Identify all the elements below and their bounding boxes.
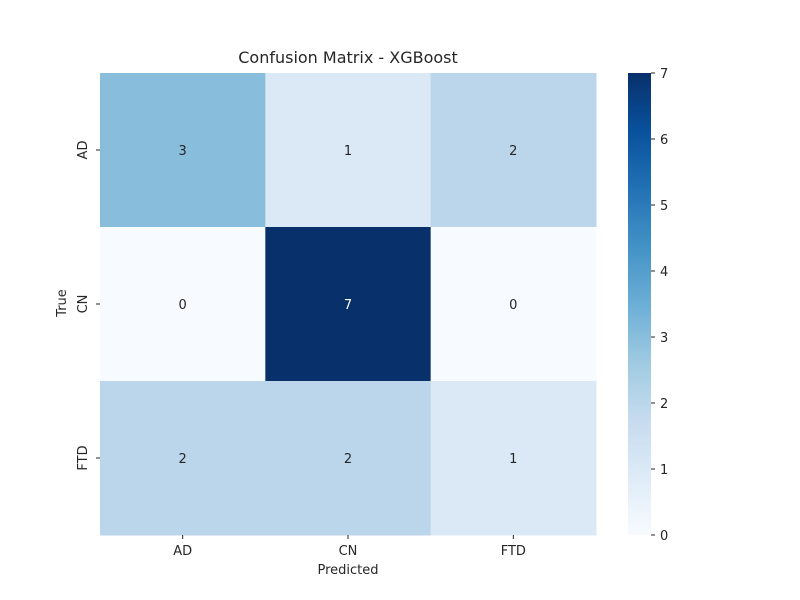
heatmap-cell: [100, 73, 266, 228]
heatmap-cell: [430, 73, 597, 228]
colorbar-tick-label: 5: [660, 199, 668, 214]
colorbar-tick-label: 1: [660, 463, 668, 478]
x-axis-label: Predicted: [317, 563, 378, 578]
heatmap-cell: [265, 381, 432, 536]
cell-value-labels: 3 1 2 0 7 0 2 2 1: [179, 144, 518, 467]
y-axis-label: True: [55, 289, 70, 318]
y-tick-label: CN: [76, 295, 91, 314]
cell-value-label: 7: [344, 298, 352, 313]
y-tick-label: FTD: [76, 445, 91, 470]
y-tick-label: AD: [76, 141, 91, 160]
colorbar-tick-label: 2: [660, 397, 668, 412]
colorbar-tick-label: 0: [660, 529, 668, 544]
cell-value-label: 0: [509, 298, 517, 313]
cell-value-label: 3: [179, 144, 187, 159]
x-tick-label: AD: [173, 544, 192, 559]
heatmap-grid: [100, 73, 597, 536]
heatmap-cell: [100, 381, 266, 536]
heatmap-cell: [430, 227, 597, 382]
heatmap-cell: [100, 227, 266, 382]
heatmap-cell: [265, 227, 432, 382]
cell-value-label: 1: [344, 144, 352, 159]
x-tick-label: FTD: [501, 544, 526, 559]
x-tick-label: CN: [339, 544, 358, 559]
y-axis-ticks: AD CN FTD: [76, 141, 100, 471]
colorbar-tick-label: 4: [660, 265, 668, 280]
colorbar-tick-label: 7: [660, 67, 668, 82]
colorbar: [628, 73, 651, 535]
heatmap-cell: [430, 381, 597, 536]
colorbar-tick-label: 6: [660, 133, 668, 148]
x-axis-ticks: AD CN FTD: [173, 535, 526, 559]
cell-value-label: 1: [509, 452, 517, 467]
heatmap-cell: [265, 73, 432, 228]
chart-title: Confusion Matrix - XGBoost: [238, 48, 458, 67]
cell-value-label: 2: [509, 144, 517, 159]
cell-value-label: 2: [179, 452, 187, 467]
cell-value-label: 0: [179, 298, 187, 313]
colorbar-tick-label: 3: [660, 331, 668, 346]
cell-value-label: 2: [344, 452, 352, 467]
colorbar-ticks: 0 1 2 3 4 5 6 7: [651, 67, 668, 544]
